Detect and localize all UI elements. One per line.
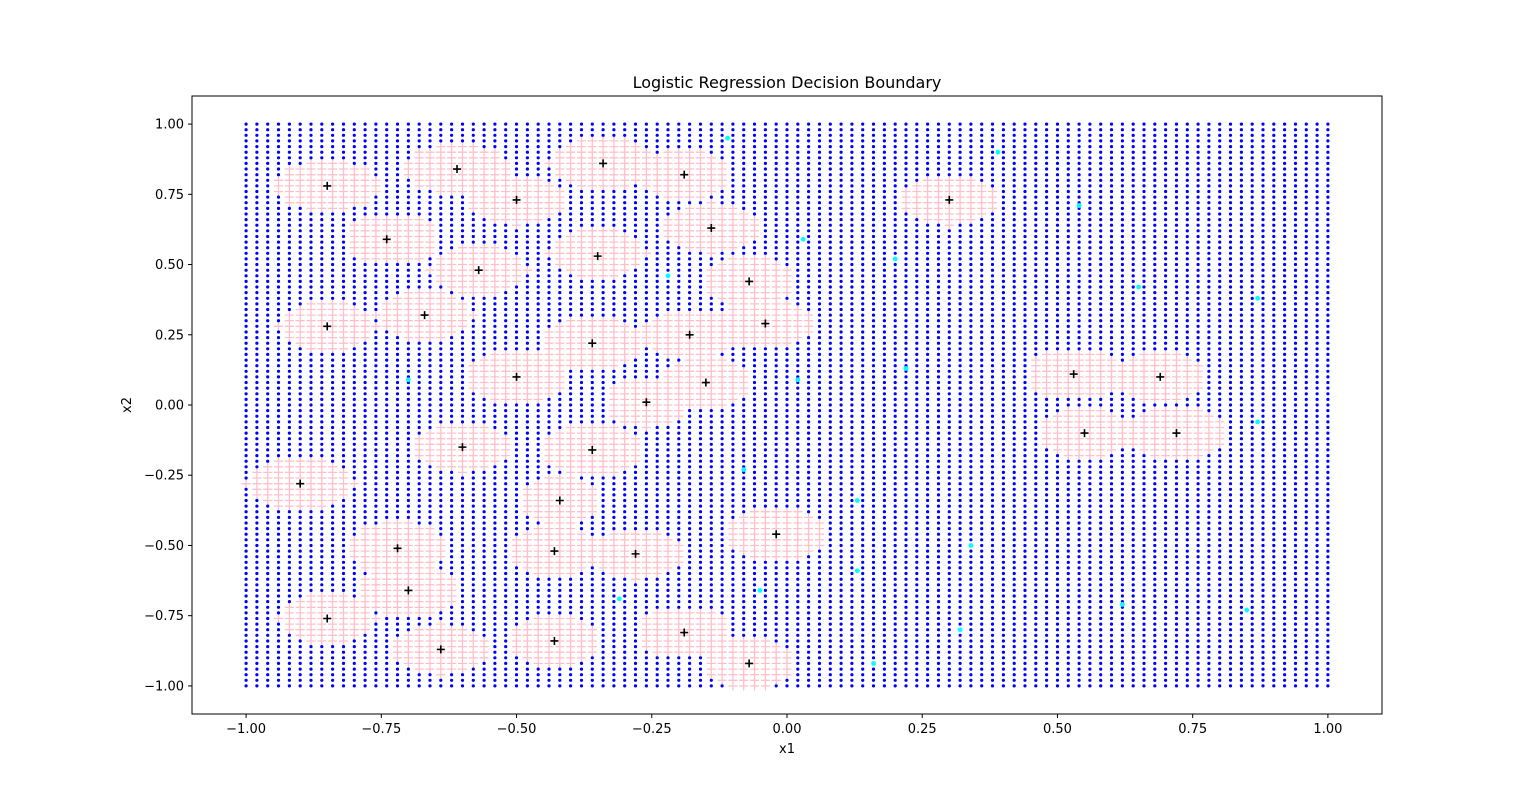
class-1-sample-point xyxy=(685,330,694,339)
class-1-sample-point xyxy=(404,586,413,595)
class-1-sample-point xyxy=(323,322,332,331)
class-0-sample-point xyxy=(405,377,411,383)
class-1-sample-point xyxy=(593,252,602,261)
class-0-sample-point xyxy=(854,568,860,574)
y-tick-label: −1.00 xyxy=(144,679,184,694)
class-1-sample-point xyxy=(745,659,754,668)
x-tick-label: 1.00 xyxy=(1313,722,1342,737)
class-0-sample-point xyxy=(1255,295,1260,301)
class-1-sample-point xyxy=(458,443,467,452)
class-1-sample-point xyxy=(772,530,781,539)
class-1-sample-point xyxy=(761,319,770,328)
x-tick-label: −1.00 xyxy=(226,722,266,737)
class-1-sample-point xyxy=(642,398,651,407)
x-tick-label: 0.50 xyxy=(1043,722,1072,737)
x-tick-label: 0.25 xyxy=(908,722,937,737)
chart-title: Logistic Regression Decision Boundary xyxy=(633,73,942,92)
class-1-sample-point xyxy=(707,224,716,233)
class-1-sample-point xyxy=(680,170,689,179)
class-1-sample-point xyxy=(323,614,332,623)
class-1-sample-point xyxy=(1069,370,1078,379)
class-0-sample-point xyxy=(616,596,622,602)
class-0-sample-point xyxy=(757,588,763,593)
class-1-sample-point xyxy=(474,266,483,275)
class-1-sample-point xyxy=(550,547,559,556)
y-tick-label: −0.50 xyxy=(144,539,184,554)
class-0-sample-point xyxy=(665,273,671,279)
class-1-sample-point xyxy=(436,645,445,654)
x-tick-label: −0.50 xyxy=(497,722,537,737)
class-0-sample-point xyxy=(1136,284,1141,290)
class-1-sample-point xyxy=(701,378,710,387)
class-1-sample-point xyxy=(296,479,305,488)
training-samples xyxy=(296,135,1260,668)
class-1-sample-point xyxy=(420,311,429,320)
class-1-sample-point xyxy=(631,549,640,558)
class-1-sample-point xyxy=(588,339,597,348)
class-0-sample-point xyxy=(995,149,1001,155)
class-1-sample-point xyxy=(680,628,689,637)
x-tick-label: −0.25 xyxy=(632,722,672,737)
y-tick-label: 1.00 xyxy=(155,118,184,133)
x-axis-ticks: −1.00 −0.75 −0.50 −0.25 0.00 0.25 0.50 0.75 1.00 xyxy=(226,714,1342,737)
class-0-grid-points xyxy=(244,122,1330,688)
x-axis-label: x1 xyxy=(779,742,795,757)
class-1-sample-point xyxy=(555,496,564,505)
y-tick-label: −0.75 xyxy=(144,609,184,624)
x-tick-label: 0.00 xyxy=(773,722,802,737)
class-0-sample-point xyxy=(1255,419,1260,425)
class-0-sample-point xyxy=(903,366,909,371)
class-1-grid-points xyxy=(241,136,1225,691)
class-1-sample-point xyxy=(550,636,559,645)
class-1-sample-point xyxy=(599,159,608,168)
y-axis-label: x2 xyxy=(120,397,135,413)
y-axis-ticks: −1.00 −0.75 −0.50 −0.25 0.00 0.25 0.50 0.75 1.00 xyxy=(144,118,192,694)
x-tick-label: −0.75 xyxy=(361,722,401,737)
class-1-sample-point xyxy=(453,165,462,174)
y-tick-label: −0.25 xyxy=(144,469,184,484)
class-1-sample-point xyxy=(512,195,521,204)
class-0-sample-point xyxy=(1119,602,1125,607)
class-0-sample-point xyxy=(1244,607,1250,613)
class-0-sample-point xyxy=(795,377,801,383)
class-0-sample-point xyxy=(957,627,963,633)
class-1-sample-point xyxy=(1172,429,1181,438)
class-1-sample-point xyxy=(512,372,521,381)
class-0-sample-point xyxy=(741,467,747,473)
y-tick-label: 0.75 xyxy=(155,188,184,203)
class-0-sample-point xyxy=(854,498,860,503)
class-0-sample-point xyxy=(800,236,806,242)
class-0-sample-point xyxy=(892,256,898,262)
class-0-sample-point xyxy=(871,661,876,666)
class-1-sample-point xyxy=(323,181,332,190)
class-0-sample-point xyxy=(968,543,974,548)
class-1-sample-point xyxy=(1156,372,1165,381)
class-1-sample-point xyxy=(745,277,754,286)
x-tick-label: 0.75 xyxy=(1178,722,1207,737)
class-0-sample-point xyxy=(725,135,730,141)
class-1-sample-point xyxy=(588,445,597,454)
class-1-sample-point xyxy=(1080,429,1089,438)
y-tick-label: 0.25 xyxy=(155,328,184,343)
class-1-sample-point xyxy=(382,235,391,244)
y-tick-label: 0.00 xyxy=(155,399,184,414)
class-0-sample-point xyxy=(1076,203,1082,208)
class-1-sample-point xyxy=(945,195,954,204)
decision-grid xyxy=(241,122,1330,691)
y-tick-label: 0.50 xyxy=(155,258,184,273)
class-1-sample-point xyxy=(393,544,402,553)
